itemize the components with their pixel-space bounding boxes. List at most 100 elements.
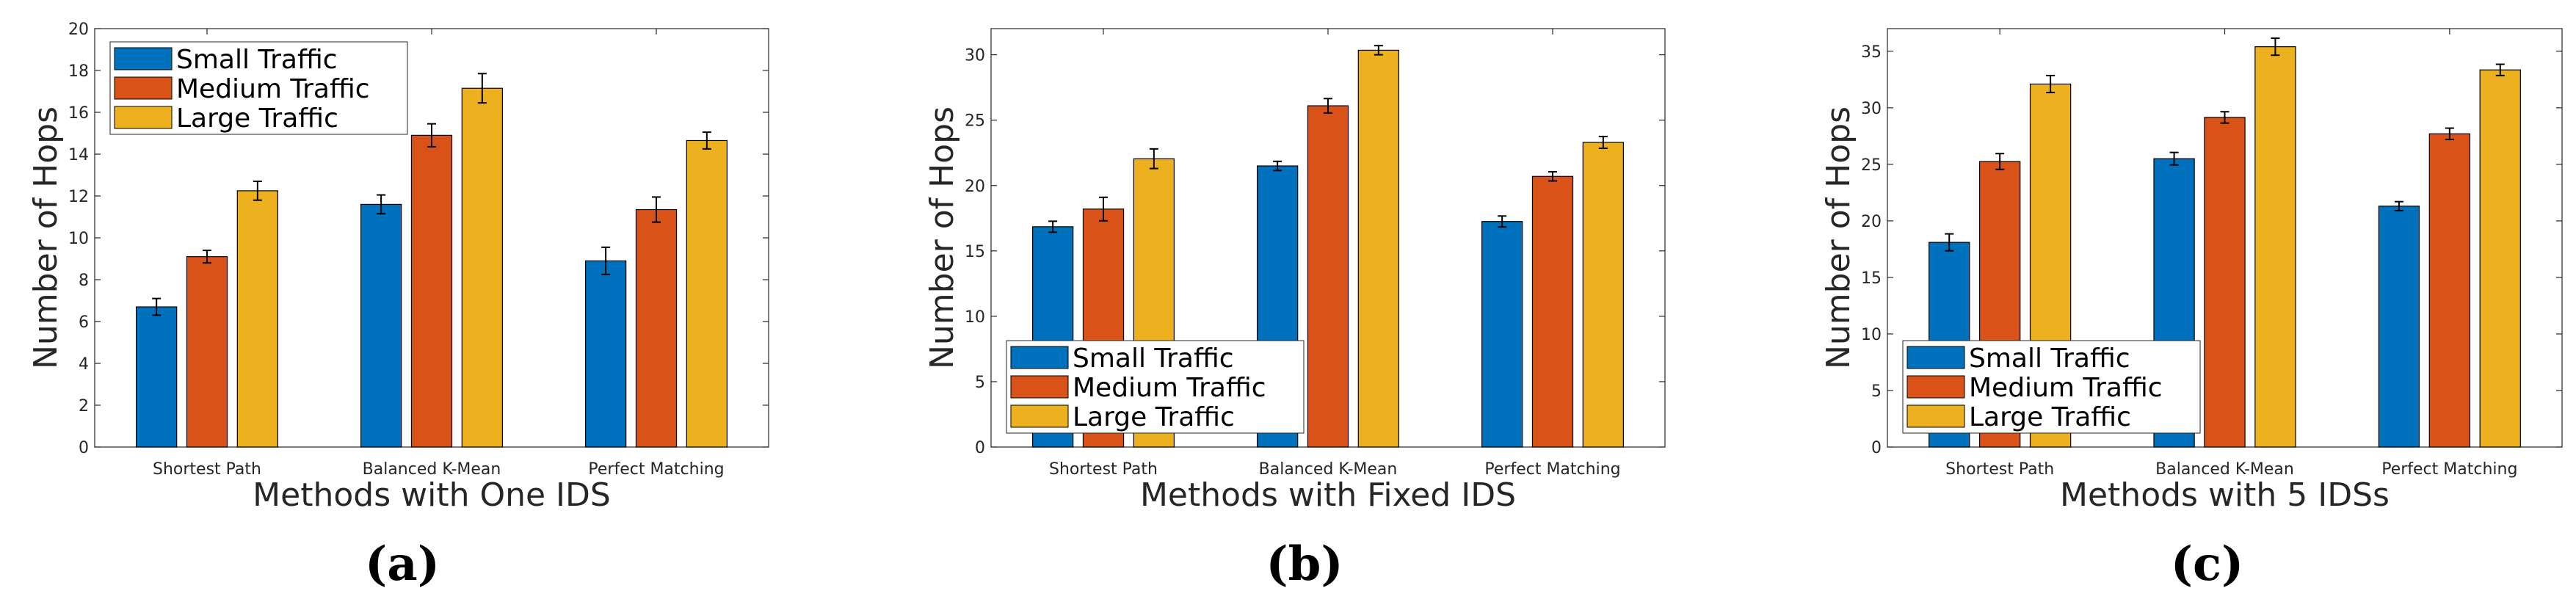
legend-label: Medium Traffic [1969,373,2163,403]
y-tick-label: 18 [68,62,89,81]
y-tick-label: 10 [1861,326,1882,344]
error-bar [702,131,711,150]
legend-label: Small Traffic [176,45,338,75]
bar-medium-traffic [2204,117,2246,448]
bar-large-traffic [1582,142,1624,448]
error-bar [1598,135,1608,149]
bar-large-traffic [1357,49,1399,448]
legend-swatch [114,47,173,70]
panel-label: (a) [365,537,440,592]
bar-large-traffic [686,139,728,448]
error-bar [2220,111,2229,124]
y-tick-label: 30 [1861,100,1882,118]
bar-small-traffic [360,203,402,448]
legend-swatch [1906,404,1965,428]
error-bar [2394,200,2403,212]
legend-label: Medium Traffic [1073,373,1266,403]
error-bar [1498,215,1507,228]
y-axis-label: Number of Hops [1820,106,1857,369]
y-tick-label: 4 [79,355,89,374]
x-axis-label: Methods with Fixed IDS [1140,476,1516,514]
y-tick-label: 20 [68,21,89,39]
legend-label: Large Traffic [1073,402,1235,432]
x-tick-label: Shortest Path [1049,460,1158,479]
bar-medium-traffic [2428,133,2471,448]
y-tick-label: 20 [1861,213,1882,231]
bar-medium-traffic [410,134,453,448]
bar-small-traffic [585,260,627,448]
error-bar [477,73,487,104]
y-tick-label: 15 [1861,269,1882,288]
error-bar [652,196,661,223]
legend-swatch [1010,375,1069,399]
bar-medium-traffic [1531,175,1574,448]
error-bar [1324,98,1332,114]
bar-large-traffic [2254,46,2296,448]
x-axis-label: Methods with 5 IDSs [2060,476,2390,514]
y-tick-label: 10 [965,308,985,327]
y-axis-label: Number of Hops [27,106,65,369]
error-bar [1374,45,1383,56]
y-tick-label: 5 [1871,382,1882,401]
bar-large-traffic [2479,69,2521,448]
error-bar [2271,37,2280,57]
y-tick-label: 0 [79,439,89,457]
y-tick-label: 20 [965,178,985,196]
error-bar [1048,220,1058,233]
bar-large-traffic [236,190,278,448]
legend-swatch [1010,346,1069,369]
x-tick-label: Perfect Matching [588,460,724,479]
error-bar [427,123,436,148]
error-bar [377,194,386,215]
x-tick-label: Balanced K-Mean [363,460,501,479]
error-bar [2169,151,2179,166]
y-tick-label: 0 [975,439,985,457]
error-bar [2046,74,2056,94]
legend-label: Small Traffic [1073,344,1234,374]
legend-swatch [1906,346,1965,369]
y-tick-label: 30 [965,47,985,65]
y-tick-label: 10 [68,230,89,248]
error-bar [1273,160,1282,172]
error-bar [1149,148,1158,170]
y-tick-label: 6 [79,313,89,332]
bar-small-traffic [2378,206,2420,448]
y-tick-label: 12 [68,188,89,206]
x-tick-label: Balanced K-Mean [2155,460,2294,479]
error-bar [1995,153,2005,170]
y-tick-label: 16 [68,104,89,123]
legend-swatch [1906,375,1965,399]
y-tick-label: 0 [1871,439,1882,457]
error-bar [2495,63,2505,76]
bar-small-traffic [1481,221,1523,448]
x-tick-label: Perfect Matching [2381,460,2517,479]
legend-label: Medium Traffic [176,74,370,104]
y-tick-label: 14 [68,146,89,164]
error-bar [601,246,611,275]
error-bar [152,297,162,316]
y-tick-label: 5 [975,374,985,392]
y-axis-label: Number of Hops [924,106,961,369]
y-tick-label: 15 [965,243,985,261]
panel-label: (b) [1266,537,1343,592]
error-bar [1548,171,1557,182]
chart-panel-a: 0 2 4 6 8 10 12 14 16 18 20 Shortest Path Balanced K… [27,21,769,592]
bar-small-traffic [136,306,178,448]
legend-swatch [114,76,173,100]
bar-medium-traffic [635,208,678,448]
y-tick-label: 35 [1861,43,1882,62]
x-tick-label: Perfect Matching [1484,460,1620,479]
legend-swatch [1010,404,1069,428]
x-tick-label: Balanced K-Mean [1259,460,1398,479]
x-tick-label: Shortest Path [1945,460,2054,479]
y-tick-label: 25 [965,112,985,131]
bar-large-traffic [461,87,503,448]
y-tick-label: 2 [79,397,89,415]
x-tick-label: Shortest Path [153,460,261,479]
y-tick-label: 25 [1861,156,1882,175]
legend-swatch [114,106,173,129]
